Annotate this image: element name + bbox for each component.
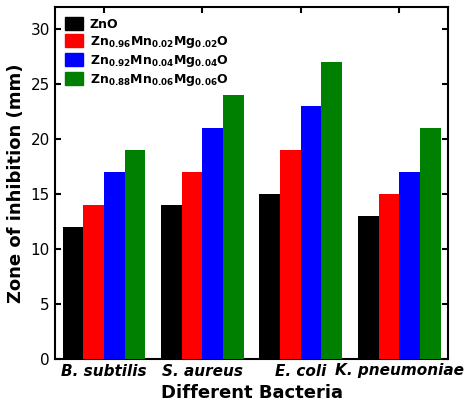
Bar [63,227,83,359]
Bar [399,172,420,359]
Bar [280,150,301,359]
Bar [379,194,399,359]
Bar [125,150,146,359]
Bar [104,172,125,359]
Bar [202,128,223,359]
Bar [161,205,182,359]
Bar [358,216,379,359]
Bar [259,194,280,359]
Bar [301,106,321,359]
Legend: ZnO, $\mathbf{Zn_{0.96}Mn_{0.02}Mg_{0.02}O}$, $\mathbf{Zn_{0.92}Mn_{0.04}Mg_{0.0: ZnO, $\mathbf{Zn_{0.96}Mn_{0.02}Mg_{0.02… [61,13,232,92]
Bar [420,128,441,359]
Bar [223,95,244,359]
Bar [182,172,202,359]
Bar [83,205,104,359]
X-axis label: Different Bacteria: Different Bacteria [161,384,343,402]
Bar [321,62,342,359]
Y-axis label: Zone of inhibition (mm): Zone of inhibition (mm) [7,63,25,303]
